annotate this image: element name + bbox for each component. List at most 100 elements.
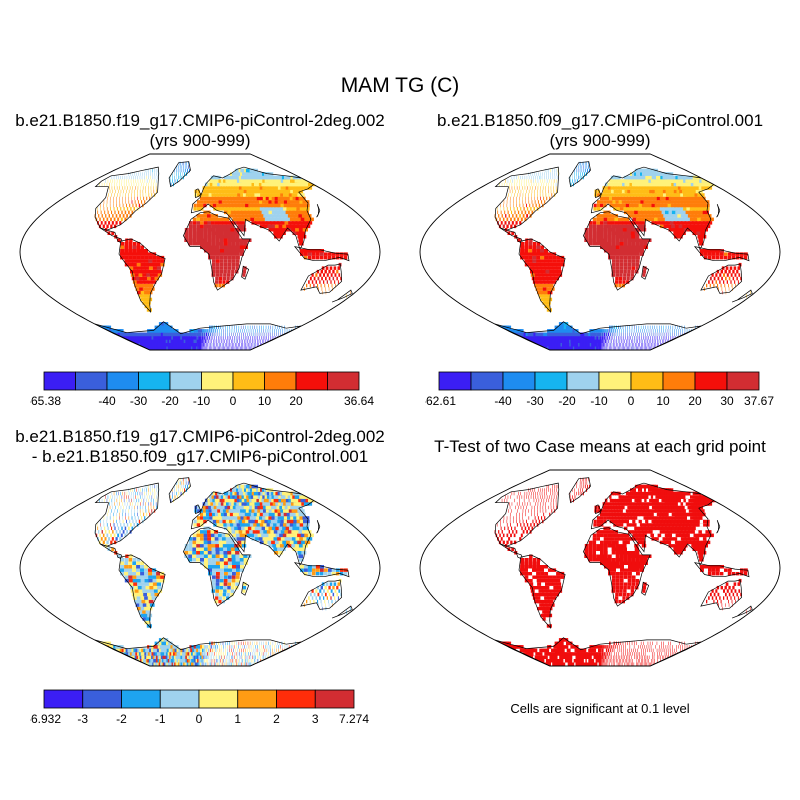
map-difference-land-africa [183,526,252,607]
map-difference-land-uk [194,504,202,515]
colorbar-difference-label-4: 0 [196,712,203,726]
map-ttest-land-japan [716,519,721,534]
colorbar-case1-swatch-2 [106,371,139,391]
colorbar-case1: -65.38 -40 -30 -20 -10 0 10 20 36.64 [30,371,374,408]
colorbar-difference-swatch-4 [198,689,239,709]
colorbar-case2-swatch-0 [438,371,472,391]
map-case2-land-uk [594,188,602,199]
colorbar-difference-label-8: 7.274 [339,712,369,726]
colorbar-difference-swatch-5 [237,689,277,709]
colorbar-case1-swatch-5 [201,371,234,391]
colorbar-difference-label-7: 3 [312,712,319,726]
panel3-title: b.e21.B1850.f19_g17.CMIP6-piControl-2deg… [0,427,400,467]
colorbar-difference-label-6: 2 [273,712,280,726]
colorbar-case1-swatch-6 [232,371,265,391]
colorbar-case1-label-8: 36.64 [344,394,374,408]
colorbar-difference-swatch-7 [314,689,355,709]
figure-title: MAM TG (C) [340,74,460,97]
colorbar-case1-swatch-8 [295,371,328,391]
map-difference-land-eurasia [190,482,317,567]
colorbar-case2-swatch-5 [598,371,632,391]
significance-note: Cells are significant at 0.1 level [510,701,690,716]
colorbar-case2-swatch-1 [470,371,504,391]
panel1-title-line1: b.e21.B1850.f19_g17.CMIP6-piControl-2deg… [15,111,385,130]
map-case2-land-greenland [568,161,591,188]
colorbar-difference-label-3: -1 [155,712,166,726]
map-case2-land-japan [716,203,721,218]
colorbar-case2-label-4: -10 [590,394,608,408]
map-case2-land-maritime [693,246,750,262]
map-ttest-outline [419,469,781,667]
colorbar-case2-swatch-3 [534,371,568,391]
colorbar-case1-label-4: -10 [193,394,211,408]
map-case2-land-newzealand [731,289,753,303]
panel3-title-line1: b.e21.B1850.f19_g17.CMIP6-piControl-2deg… [15,427,385,446]
map-case1-land-maritime [293,246,350,262]
map-panel-difference [19,469,381,667]
map-case2-land-eurasia [590,166,717,251]
map-difference-land-antarctica [94,637,302,666]
colorbar-case2-label-1: -40 [494,394,512,408]
colorbar-case1-label-5: 0 [230,394,237,408]
colorbar-case2-label-0: -62.61 [425,394,456,408]
colorbar-case2-label-3: -20 [558,394,576,408]
colorbar-case1-swatch-7 [264,371,297,391]
map-case2-land-africa [583,210,652,291]
map-case1-land-australia [300,262,343,295]
map-panel-case2 [419,153,781,351]
colorbar-case2-label-2: -30 [526,394,544,408]
map-ttest-land-antarctica [494,637,702,666]
map-difference-land-maritime [293,562,350,578]
map-case1-land-northAmerica [94,166,160,232]
panel2-title-line2: (yrs 900-999) [549,131,651,150]
map-case2-land-southAmerica [518,238,566,313]
map-ttest-land-uk [594,504,602,515]
panel4-title-line1: T-Test of two Case means at each grid po… [434,437,766,456]
colorbar-difference-swatch-0 [43,689,84,709]
map-difference-land-japan [316,519,321,534]
colorbar-difference-label-2: -2 [116,712,127,726]
map-case2-land-australia [700,262,743,295]
colorbar-difference-label-5: 1 [234,712,241,726]
colorbar-case1-swatch-3 [138,371,171,391]
map-case1-land-madagascar [241,265,250,280]
colorbar-case1-swatch-1 [75,371,108,391]
colorbar-difference-swatch-1 [82,689,122,709]
colorbar-case2-swatch-4 [566,371,600,391]
colorbar-case2-swatch-9 [726,371,760,391]
map-ttest-land-greenland [568,477,591,504]
map-case1-land-newzealand [331,289,353,303]
map-difference-land-madagascar [241,581,250,596]
map-ttest-land-maritime [693,562,750,578]
panel1-title-line2: (yrs 900-999) [149,131,251,150]
panel3-title-line2: - b.e21.B1850.f09_g17.CMIP6-piControl.00… [31,447,369,466]
map-case1-land-japan [316,203,321,218]
map-case2-land-northAmerica [494,166,560,232]
colorbar-case1-label-1: -40 [98,394,116,408]
colorbar-difference: -6.932 -3 -2 -1 0 1 2 3 7.274 [30,689,369,726]
panel4-title: T-Test of two Case means at each grid po… [400,437,800,457]
map-difference-land-australia [300,578,343,611]
map-case2-outline [419,153,781,351]
map-difference-land-newzealand [331,605,353,619]
panel2-title: b.e21.B1850.f09_g17.CMIP6-piControl.001 … [400,111,800,151]
colorbar-case1-swatch-9 [327,371,360,391]
colorbar-case2-swatch-8 [694,371,728,391]
colorbar-case1-label-7: 20 [289,394,303,408]
colorbar-difference-label-0: -6.932 [30,712,61,726]
colorbar-case1-label-3: -20 [161,394,179,408]
map-case2-land-madagascar [641,265,650,280]
colorbar-case2-label-6: 10 [656,394,670,408]
colorbar-case1-label-2: -30 [130,394,148,408]
panel2-title-line1: b.e21.B1850.f09_g17.CMIP6-piControl.001 [436,111,764,130]
colorbar-case2-swatch-2 [502,371,536,391]
colorbar-difference-swatch-2 [121,689,161,709]
colorbar-difference-swatch-6 [276,689,316,709]
map-difference-land-northAmerica [94,482,160,548]
map-case1-land-uk [194,188,202,199]
map-ttest-land-newzealand [731,605,753,619]
map-ttest-land-southAmerica [518,554,566,629]
colorbar-case2-label-8: 30 [720,394,734,408]
colorbar-case2-label-7: 20 [688,394,702,408]
colorbar-case1-label-6: 10 [258,394,272,408]
